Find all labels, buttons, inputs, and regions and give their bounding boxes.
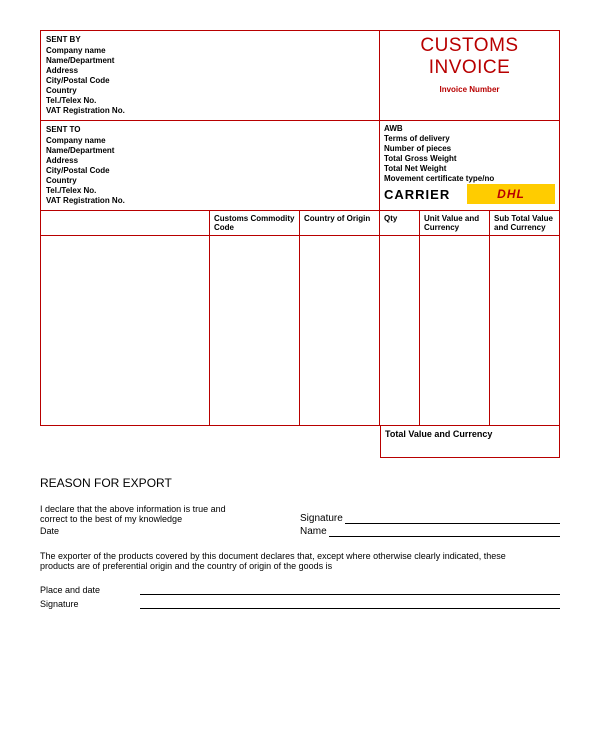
sent-by-block: SENT BY Company name Name/Department Add…	[40, 30, 380, 121]
col-unit: Unit Value and Currency	[420, 211, 490, 236]
name-line	[329, 527, 560, 537]
title-line2: INVOICE	[385, 57, 554, 79]
body-commodity	[210, 236, 300, 426]
shipment-line: Movement certificate type/no	[384, 174, 555, 184]
sent-to-line: Name/Department	[46, 146, 374, 156]
signature-line-2	[140, 599, 560, 609]
col-commodity: Customs Commodity Code	[210, 211, 300, 236]
sent-to-line: VAT Registration No.	[46, 196, 374, 206]
dhl-logo-text: DHL	[497, 187, 525, 201]
shipment-line: Total Net Weight	[384, 164, 555, 174]
declaration-text: I declare that the above information is …	[40, 504, 270, 524]
body-origin	[300, 236, 380, 426]
sent-to-heading: SENT TO	[46, 125, 374, 135]
sent-to-line: Tel./Telex No.	[46, 186, 374, 196]
shipment-line: Total Gross Weight	[384, 154, 555, 164]
title-line1: CUSTOMS	[385, 35, 554, 57]
place-line	[140, 585, 560, 595]
shipment-block: AWB Terms of delivery Number of pieces T…	[380, 121, 560, 211]
col-qty: Qty	[380, 211, 420, 236]
carrier-label: CARRIER	[384, 187, 450, 202]
col-desc	[40, 211, 210, 236]
sent-to-block: SENT TO Company name Name/Department Add…	[40, 121, 380, 211]
name-label: Name	[300, 526, 327, 537]
exporter-text: The exporter of the products covered by …	[40, 551, 540, 571]
shipment-line: Terms of delivery	[384, 134, 555, 144]
sent-by-line: City/Postal Code	[46, 76, 374, 86]
body-subtotal	[490, 236, 560, 426]
sent-by-line: Name/Department	[46, 56, 374, 66]
signature-line	[345, 514, 560, 524]
place-row: Place and date	[40, 585, 560, 595]
name-field: Name	[300, 526, 560, 537]
signature-label-2: Signature	[40, 599, 140, 609]
sent-by-line: Country	[46, 86, 374, 96]
place-signature-block: Place and date Signature	[40, 585, 560, 609]
sent-by-heading: SENT BY	[46, 35, 374, 45]
sent-by-line: Company name	[46, 46, 374, 56]
sent-to-line: Address	[46, 156, 374, 166]
reason-label: REASON FOR EXPORT	[40, 476, 560, 490]
totals-cell: Total Value and Currency	[380, 426, 560, 458]
sent-to-line: Country	[46, 176, 374, 186]
body-unit	[420, 236, 490, 426]
invoice-grid: SENT BY Company name Name/Department Add…	[40, 30, 560, 458]
body-desc	[40, 236, 210, 426]
carrier-row: CARRIER DHL	[384, 184, 555, 204]
shipment-line: AWB	[384, 124, 555, 134]
shipment-line: Number of pieces	[384, 144, 555, 154]
dhl-logo: DHL	[467, 184, 555, 204]
declaration-row-1: I declare that the above information is …	[40, 504, 560, 524]
shipment-details: AWB Terms of delivery Number of pieces T…	[384, 124, 555, 184]
sent-by-line: Address	[46, 66, 374, 76]
sent-by-line: VAT Registration No.	[46, 106, 374, 116]
body-qty	[380, 236, 420, 426]
customs-invoice-page: SENT BY Company name Name/Department Add…	[0, 0, 600, 629]
signature-row-2: Signature	[40, 599, 560, 609]
invoice-number-label: Invoice Number	[385, 85, 554, 94]
signature-label: Signature	[300, 513, 343, 524]
sent-to-line: City/Postal Code	[46, 166, 374, 176]
declaration-line2: correct to the best of my knowledge	[40, 514, 182, 524]
footer: REASON FOR EXPORT I declare that the abo…	[40, 476, 560, 609]
sent-to-line: Company name	[46, 136, 374, 146]
col-origin: Country of Origin	[300, 211, 380, 236]
date-label: Date	[40, 526, 270, 537]
declaration-line1: I declare that the above information is …	[40, 504, 226, 514]
title-block: CUSTOMS INVOICE Invoice Number	[380, 30, 560, 121]
totals-spacer	[40, 426, 380, 458]
col-subtotal: Sub Total Value and Currency	[490, 211, 560, 236]
sent-by-line: Tel./Telex No.	[46, 96, 374, 106]
declaration-row-2: Date Name	[40, 526, 560, 537]
place-label: Place and date	[40, 585, 140, 595]
signature-field: Signature	[300, 504, 560, 524]
